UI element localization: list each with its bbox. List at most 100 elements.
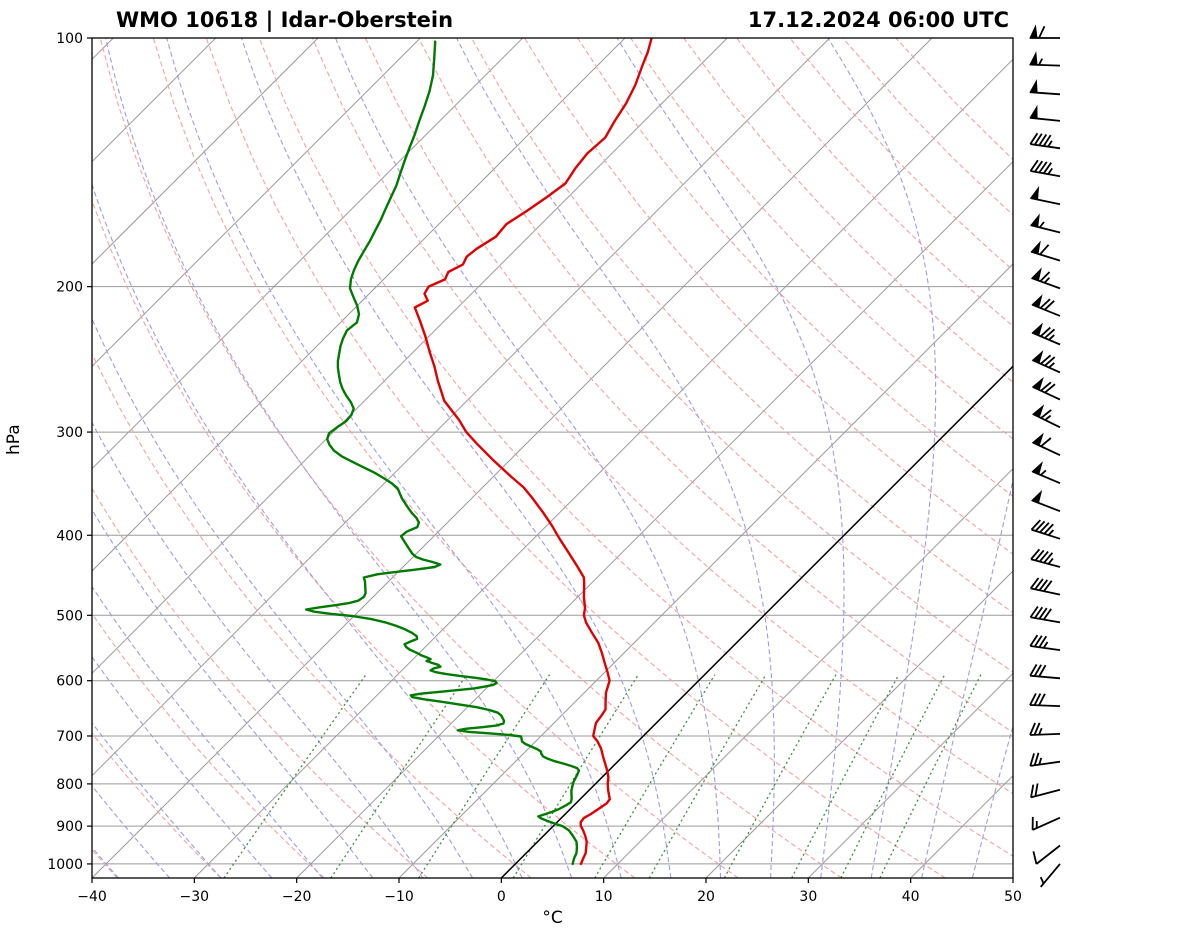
- plot-frame: [91, 37, 1014, 879]
- barb-pennant: [1031, 489, 1043, 504]
- wind-barb: [1031, 322, 1061, 346]
- wind-barb: [1031, 489, 1061, 513]
- barb-feather: [1044, 328, 1056, 339]
- barb-feather: [1029, 159, 1039, 172]
- barb-feather: [1034, 578, 1044, 590]
- wind-barb: [1029, 722, 1061, 736]
- y-tick-label: 800: [56, 777, 83, 793]
- barb-half-feather: [1038, 221, 1045, 229]
- wind-barb: [1029, 79, 1061, 96]
- dry-adiabat-line: [842, 38, 1013, 216]
- x-tick-label: −10: [384, 889, 414, 905]
- barb-feather: [1043, 552, 1054, 564]
- barb-half-feather: [1047, 557, 1054, 565]
- moist-adiabat-line: [616, 38, 845, 878]
- dry-adiabat-line: [418, 38, 1013, 673]
- x-tick-label: 30: [799, 889, 817, 905]
- barb-pennant: [1031, 432, 1044, 447]
- wind-barb: [1039, 863, 1061, 888]
- isotherm-line: [92, 38, 421, 368]
- wind-barb: [1029, 605, 1061, 624]
- dry-adiabat-line: [99, 38, 739, 878]
- barb-half-feather: [1047, 140, 1053, 148]
- wind-barb: [1031, 432, 1061, 457]
- barb-pennant: [1031, 461, 1043, 475]
- barb-feather: [1029, 722, 1036, 736]
- barb-feather: [1038, 161, 1048, 174]
- wind-barb: [1030, 213, 1061, 234]
- x-tick-label: −20: [282, 889, 312, 905]
- barb-feather: [1029, 663, 1038, 677]
- mixing-ratio-line: [418, 674, 551, 878]
- barb-feather: [1034, 606, 1044, 619]
- isotherm-line: [193, 58, 1013, 878]
- barb-feather: [1043, 608, 1052, 621]
- dry-adiabat-line: [92, 352, 532, 878]
- isotherm-line: [92, 38, 626, 572]
- wind-barb: [1029, 104, 1061, 122]
- mixing-ratio-line: [594, 674, 716, 878]
- wind-barb: [1030, 519, 1061, 540]
- moist-adiabat-line: [92, 846, 119, 878]
- wind-barb: [1029, 132, 1061, 150]
- barb-feather: [1038, 607, 1048, 620]
- barb-feather: [1033, 693, 1042, 706]
- dry-adiabat-line: [92, 198, 636, 878]
- wind-barb: [1032, 404, 1061, 429]
- y-tick-label: 300: [56, 425, 83, 441]
- plot-background: [92, 38, 1013, 878]
- barb-half-feather: [1038, 757, 1043, 765]
- barb-feather: [1029, 753, 1035, 767]
- dry-adiabat-line: [92, 612, 325, 878]
- y-axis-label: hPa: [4, 424, 24, 455]
- isotherm-line: [807, 672, 1013, 878]
- barb-feather: [1043, 580, 1053, 592]
- isotherm-line: [92, 38, 114, 61]
- isotherm-line: [92, 38, 524, 470]
- dry-adiabat-line: [524, 38, 1013, 555]
- mixing-ratio-line: [648, 674, 767, 878]
- x-tick-label: 10: [595, 889, 613, 905]
- moist-adiabat-line: [827, 38, 937, 878]
- barb-feather: [1030, 519, 1041, 531]
- wind-barb: [1030, 240, 1061, 262]
- temperature-curve: [413, 38, 653, 866]
- x-tick-label: −30: [180, 889, 210, 905]
- isotherm-line: [92, 38, 319, 265]
- datetime-title: 17.12.2024 06:00 UTC: [747, 8, 1009, 32]
- barb-pennant: [1029, 104, 1038, 120]
- barb-feather: [1039, 298, 1051, 309]
- wind-barb: [1031, 350, 1061, 374]
- mixing-ratio-line: [723, 674, 837, 878]
- isotherm-line: [296, 160, 1013, 878]
- barb-feather: [1033, 664, 1042, 677]
- dry-adiabat-line: [736, 38, 1013, 327]
- moist-adiabat-line: [240, 38, 672, 878]
- wind-barb: [1029, 693, 1061, 707]
- x-tick-label: 50: [1004, 889, 1022, 905]
- wind-barb: [1032, 844, 1061, 865]
- barb-feather: [1039, 522, 1050, 533]
- barb-half-feather: [1039, 876, 1045, 884]
- wind-barb: [1029, 663, 1061, 680]
- dry-adiabat-line: [630, 38, 1013, 440]
- barb-staff: [1035, 844, 1061, 865]
- barb-feather: [1043, 162, 1052, 174]
- barb-pennant: [1029, 24, 1038, 39]
- barb-feather: [1034, 549, 1045, 561]
- moist-adiabat-line: [971, 724, 1013, 878]
- wind-barb: [1029, 24, 1060, 39]
- barb-feather: [1039, 244, 1050, 256]
- x-tick-label: 0: [497, 889, 506, 905]
- isotherm-line: [398, 263, 1013, 878]
- wind-barb: [1029, 51, 1061, 67]
- barb-feather: [1032, 851, 1038, 865]
- wind-barb: [1029, 186, 1061, 206]
- barb-feather: [1034, 160, 1044, 173]
- mixing-ratio-line: [791, 674, 900, 878]
- barb-feather: [1040, 381, 1052, 392]
- wind-barb: [1031, 816, 1061, 831]
- mixing-ratio-line: [840, 674, 946, 878]
- barb-feather: [1033, 752, 1040, 766]
